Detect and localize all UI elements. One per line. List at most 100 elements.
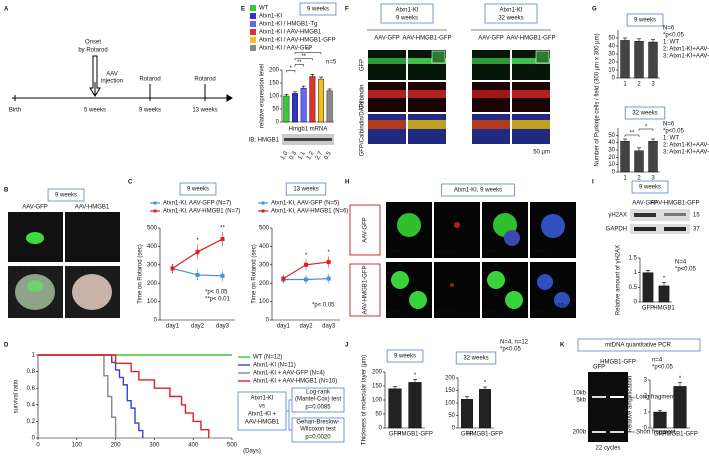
y-axis-label: Time on Rotarod (sec): [252, 244, 258, 303]
title: 13 weeks: [293, 187, 318, 193]
y-tick-label: 200: [372, 370, 383, 376]
y-tick-label: 40: [608, 44, 615, 50]
significance: *: [289, 66, 292, 72]
x-tick-label: day2: [299, 324, 313, 330]
bar: [300, 87, 307, 123]
label: DAPI: [532, 310, 546, 316]
band: [664, 213, 686, 216]
note: 2: Atxn1-KI+AAV-GFP: [663, 47, 709, 53]
panel-label: J: [345, 343, 348, 349]
bar: [388, 388, 402, 429]
image: [482, 262, 528, 318]
y-tick-label: 400: [147, 244, 158, 250]
legend-label: Atxn1-KI + AAV-GFP (N=4): [253, 371, 325, 377]
legend-label: WT: [259, 6, 269, 12]
legend-swatch: [250, 29, 256, 35]
label: Gehan-Breslow-: [296, 420, 339, 426]
title-box: [455, 351, 497, 365]
panel-b-images: [8, 212, 120, 318]
label: GFP: [484, 310, 496, 316]
foci: [450, 283, 454, 287]
title-box: [484, 3, 538, 24]
image: [472, 50, 510, 80]
label: 50 µm: [533, 150, 550, 156]
label: AAV-GFP: [478, 36, 504, 42]
image: [368, 50, 406, 80]
y-tick-label: 20: [608, 60, 615, 66]
label: AAV-HMGB1-GFP: [363, 266, 369, 315]
y-tick-label: 30: [608, 52, 615, 58]
bar: [408, 382, 422, 429]
signal: [408, 120, 446, 129]
note: *p< 0.05: [312, 303, 335, 309]
panel-label: E: [241, 7, 245, 13]
y-tick-label: 0.6: [27, 386, 36, 392]
label: γH2AX: [608, 213, 627, 219]
y-tick-label: 10: [608, 68, 615, 74]
significance: *: [484, 381, 487, 387]
bracket: [294, 64, 304, 67]
survival-curve: [38, 354, 144, 438]
label: AAV-GFP: [374, 36, 400, 42]
bar: [648, 41, 658, 79]
significance: **: [306, 48, 311, 54]
bar: [461, 399, 473, 429]
label: Log-rank: [306, 390, 331, 396]
note: N=4: [675, 260, 687, 266]
label: GFP: [360, 59, 366, 71]
x-tick-label: HMGB1-GFP: [662, 432, 698, 438]
y-tick-label: 0: [32, 436, 36, 442]
x-tick-label: HMGB1-GFP: [467, 432, 503, 438]
y-tick-label: 0: [452, 426, 456, 432]
x-tick-label: 500: [227, 443, 238, 449]
label: γH2AX: [436, 250, 455, 256]
note: N=4, n=12: [500, 340, 529, 346]
y-axis-label: Number of Purkinje cells / field (300 µm…: [595, 33, 601, 166]
title-box: [577, 338, 701, 352]
label: Birth: [9, 108, 21, 114]
label: AAV-HMGB1: [75, 205, 110, 211]
note: n=4: [652, 358, 663, 364]
cell: [409, 291, 427, 309]
bar: [309, 76, 316, 123]
label: mtDNA quantitative PCR: [605, 343, 671, 349]
band: [592, 431, 606, 433]
label: Long fragment: [636, 395, 675, 401]
significance: **: [297, 60, 302, 66]
title-box: [380, 3, 434, 24]
y-tick-label: 200: [269, 68, 280, 74]
panel-label: D: [4, 343, 9, 349]
x-tick-label: 400: [188, 443, 199, 449]
note: **p< 0.01: [205, 297, 231, 303]
label: Calbindin: [360, 84, 366, 109]
blot: [630, 209, 690, 221]
y-tick-label: 1: [32, 353, 36, 359]
label: AAV: [106, 72, 118, 78]
title: Atxn1-KI, 9 weeks: [454, 188, 502, 194]
title-box: [441, 183, 515, 197]
x-tick-label: HMGB1-GFP: [397, 432, 433, 438]
significance: *: [196, 238, 199, 244]
bar: [326, 90, 333, 123]
image: [65, 212, 120, 262]
title-box: [626, 13, 664, 27]
y-tick-label: 300: [259, 262, 270, 268]
label: IB: HMGB1: [249, 138, 280, 144]
y-tick-label: 100: [445, 401, 456, 407]
signal: [472, 58, 510, 64]
y-tick-label: 30: [608, 148, 615, 154]
label: GFP: [484, 250, 496, 256]
cell: [397, 213, 421, 237]
label: GFP: [593, 365, 605, 371]
bracket: [294, 58, 313, 61]
image: [434, 202, 480, 258]
label: AAV-HMGB1-GFP: [507, 36, 556, 42]
bracket: [286, 399, 292, 431]
gel: [588, 372, 628, 442]
label: 0.3: [289, 150, 299, 161]
row-box: [349, 204, 381, 256]
label: 13 weeks: [192, 108, 217, 114]
panel-h-images: [349, 202, 576, 318]
point: [195, 272, 200, 277]
signal: [368, 120, 406, 129]
